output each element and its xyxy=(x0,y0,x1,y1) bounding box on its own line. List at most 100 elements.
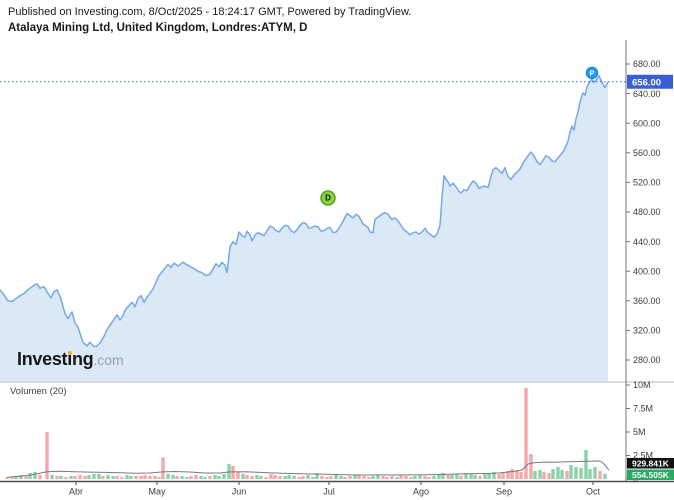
volume-bar xyxy=(213,474,217,479)
split-marker[interactable] xyxy=(585,66,599,80)
volume-tick-label: 7.5M xyxy=(633,404,653,414)
volume-bar xyxy=(185,477,189,479)
volume-bar xyxy=(245,474,249,479)
volume-bar xyxy=(524,387,528,479)
volume-bar xyxy=(64,477,68,479)
volume-tick-label: 2.5M xyxy=(633,451,653,461)
volume-bar xyxy=(259,475,263,479)
volume-last-badge xyxy=(627,469,674,480)
volume-bar xyxy=(301,475,305,479)
volume-bar xyxy=(413,475,417,479)
volume-bar xyxy=(325,477,329,479)
price-tick-label: 640.00 xyxy=(633,89,661,99)
volume-bar xyxy=(227,463,231,479)
volume-tick-label: 5M xyxy=(633,427,646,437)
volume-bar xyxy=(598,470,602,479)
volume-bar xyxy=(390,475,394,479)
volume-bar xyxy=(483,474,487,479)
volume-bar xyxy=(255,474,259,479)
volume-bar xyxy=(315,472,319,479)
volume-bar xyxy=(551,469,555,479)
chart-canvas[interactable]: 680.00 640.00 600.00 560.00 520.00 480.00 440.… xyxy=(0,40,674,500)
volume-bar xyxy=(83,475,87,479)
volume-bar xyxy=(538,469,542,479)
price-tick-label: 280.00 xyxy=(633,355,661,365)
volume-bar xyxy=(395,477,399,479)
volume-bar xyxy=(459,475,463,479)
volume-bar xyxy=(437,474,441,479)
volume-bar xyxy=(287,474,291,479)
volume-bar xyxy=(33,471,37,479)
dividend-marker[interactable] xyxy=(320,190,336,206)
volume-bar xyxy=(579,468,583,479)
volume-bar xyxy=(153,475,157,479)
volume-bar xyxy=(473,474,477,479)
volume-bar xyxy=(231,465,235,479)
month-label: Jul xyxy=(323,487,335,497)
volume-bar xyxy=(180,475,184,479)
volume-bar xyxy=(78,474,82,479)
orange-dot-icon xyxy=(68,351,73,355)
volume-bar xyxy=(115,475,119,479)
volume-bar xyxy=(269,474,273,479)
price-tick-label: 320.00 xyxy=(633,326,661,336)
volume-bar xyxy=(376,474,380,479)
volume-bar xyxy=(134,475,138,479)
volume-bar xyxy=(306,474,310,479)
volume-bar xyxy=(409,477,413,479)
volume-bar xyxy=(367,477,371,479)
volume-bar xyxy=(120,477,124,479)
instrument-title: Atalaya Mining Ltd, United Kingdom, Lond… xyxy=(8,22,308,34)
month-label: Jun xyxy=(232,487,247,497)
volume-bar xyxy=(264,477,268,479)
month-label: Ago xyxy=(413,487,429,497)
volume-bar xyxy=(353,474,357,479)
investing-logo: Investı ng.com xyxy=(17,349,124,370)
volume-bar xyxy=(5,477,9,479)
volume-bar xyxy=(157,477,161,479)
volume-indicator-label: Volumen (20) xyxy=(10,386,67,397)
volume-bar xyxy=(45,432,49,479)
volume-bar xyxy=(50,474,54,479)
volume-bar xyxy=(311,477,315,479)
volume-bar xyxy=(446,474,450,479)
price-tick-label: 440.00 xyxy=(633,237,661,247)
volume-bar xyxy=(189,475,193,479)
volume-bar xyxy=(529,454,533,479)
volume-bar xyxy=(565,470,569,479)
volume-bar xyxy=(283,475,287,479)
volume-bar xyxy=(97,474,101,479)
volume-bar xyxy=(143,474,147,479)
volume-bar xyxy=(547,472,551,479)
volume-bar xyxy=(334,474,338,479)
price-tick-label: 400.00 xyxy=(633,266,661,276)
volume-ma-line xyxy=(6,460,610,478)
price-tick-label: 680.00 xyxy=(633,59,661,69)
volume-bar xyxy=(250,475,254,479)
volume-bar xyxy=(357,474,361,479)
volume-bar xyxy=(236,471,240,479)
volume-bar xyxy=(556,466,560,479)
volume-bar xyxy=(92,474,96,479)
volume-bar xyxy=(450,474,454,479)
split-marker-label: P xyxy=(590,71,595,78)
volume-bar xyxy=(506,470,510,479)
volume-bar xyxy=(399,474,403,479)
volume-bar xyxy=(24,476,28,479)
month-label: Sep xyxy=(496,487,512,497)
volume-bar xyxy=(348,475,352,479)
volume-bar xyxy=(343,477,347,479)
volume-bar xyxy=(533,470,537,479)
volume-bar xyxy=(129,475,133,479)
volume-bar xyxy=(217,475,221,479)
volume-bar xyxy=(69,475,73,479)
volume-bar xyxy=(497,474,501,479)
volume-bar xyxy=(292,475,296,479)
volume-tick-label: 10M xyxy=(633,380,651,390)
investing-logo-brand: Investı ng xyxy=(17,349,94,369)
volume-last-badge-label: 554.505K xyxy=(632,470,670,480)
volume-bar xyxy=(208,475,212,479)
volume-bar xyxy=(418,474,422,479)
last-price-badge xyxy=(627,74,673,89)
